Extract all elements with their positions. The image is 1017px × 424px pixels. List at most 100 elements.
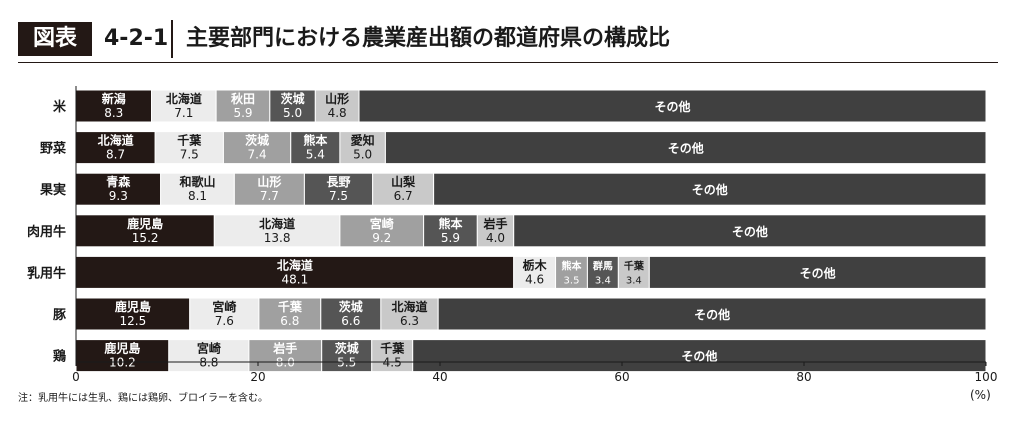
segment-name-label: 青森 <box>106 174 131 189</box>
chart-title: 主要部門における農業産出額の都道府県の構成比 <box>186 26 671 51</box>
bar-segment <box>412 339 987 373</box>
bar-segment <box>75 214 215 248</box>
segment-name-label: 熊本 <box>438 216 462 231</box>
bar-segment <box>213 214 341 248</box>
segment-name-label: 千葉 <box>177 133 202 148</box>
bar-segment <box>258 297 322 331</box>
segment-name-label: 茨城 <box>245 133 269 148</box>
segment-name-label: 茨城 <box>281 91 305 106</box>
segment-value-label: 3.4 <box>626 275 642 286</box>
bar-segment <box>321 339 373 373</box>
segment-name-label: 鹿児島 <box>115 299 151 314</box>
bar-segment <box>151 89 217 123</box>
segment-value-label: 7.7 <box>260 189 279 203</box>
segment-value-label: 4.6 <box>525 272 544 286</box>
segment-name-label: 北海道 <box>98 133 134 148</box>
segment-value-label: 6.6 <box>341 314 360 328</box>
segment-name-label: 新潟 <box>102 91 126 106</box>
bar-segment <box>384 131 987 165</box>
segment-name-label: 千葉 <box>624 259 645 272</box>
segment-name-label: 宮崎 <box>197 341 221 356</box>
bar-segment <box>648 255 987 289</box>
segment-value-label: 7.5 <box>180 148 199 162</box>
segment-name-label: 北海道 <box>277 257 313 272</box>
segment-value-label: 5.4 <box>306 148 325 162</box>
segment-value-label: 6.3 <box>400 314 419 328</box>
bar-segment <box>168 339 250 373</box>
segment-name-label: 宮崎 <box>370 216 394 231</box>
segment-value-label: 48.1 <box>281 272 308 286</box>
bar-segment <box>423 214 478 248</box>
segment-name-label: その他 <box>681 349 717 364</box>
segment-value-label: 13.8 <box>264 231 291 245</box>
segment-name-label: 岩手 <box>272 341 297 356</box>
bar-segment <box>154 131 224 165</box>
bar-segment <box>222 131 292 165</box>
bar-segment <box>476 214 515 248</box>
segment-name-label: 長野 <box>327 174 351 189</box>
header-separator <box>171 20 173 58</box>
x-tick-label: 20 <box>250 370 265 384</box>
segment-name-label: 熊本 <box>303 133 327 148</box>
category-label: 鶏 <box>53 349 66 365</box>
segment-value-label: 5.0 <box>353 148 372 162</box>
segment-value-label: 6.7 <box>394 189 413 203</box>
bar-segment <box>555 255 588 289</box>
segment-value-label: 4.0 <box>486 231 505 245</box>
segment-name-label: 北海道 <box>166 91 202 106</box>
segment-value-label: 10.2 <box>109 356 136 370</box>
category-label: 豚 <box>53 308 67 323</box>
segment-value-label: 5.9 <box>233 106 252 120</box>
segment-name-label: その他 <box>694 307 730 322</box>
segment-name-label: 茨城 <box>339 299 363 314</box>
bar-segment <box>513 255 557 289</box>
segment-value-label: 5.9 <box>441 231 460 245</box>
bar-segment <box>290 131 341 165</box>
segment-name-label: その他 <box>668 141 704 156</box>
x-tick-label: 80 <box>796 370 811 384</box>
segment-value-label: 8.8 <box>199 356 218 370</box>
segment-name-label: 鹿児島 <box>127 216 163 231</box>
segment-name-label: 岩手 <box>483 216 508 231</box>
segment-value-label: 4.8 <box>328 106 347 120</box>
x-tick-label: 60 <box>614 370 629 384</box>
segment-value-label: 3.4 <box>595 275 611 286</box>
segment-name-label: その他 <box>800 265 836 280</box>
bar-segment <box>75 89 153 123</box>
unit-label: (%) <box>970 388 991 402</box>
bar-segment <box>75 339 170 373</box>
segment-name-label: 熊本 <box>561 259 582 272</box>
category-label: 果実 <box>39 182 66 198</box>
bar-segment <box>380 297 439 331</box>
segment-value-label: 6.8 <box>280 314 299 328</box>
segment-value-label: 12.5 <box>120 314 147 328</box>
segment-name-label: 千葉 <box>278 299 303 314</box>
segment-value-label: 5.5 <box>337 356 356 370</box>
segment-value-label: 7.5 <box>329 189 348 203</box>
segment-name-label: 秋田 <box>231 91 255 106</box>
bar-segment <box>372 172 435 206</box>
segment-name-label: 群馬 <box>593 259 613 272</box>
header-rule <box>18 62 998 63</box>
category-label: 野菜 <box>40 141 66 157</box>
segment-name-label: その他 <box>654 99 690 114</box>
segment-name-label: 愛知 <box>351 133 375 148</box>
segment-name-label: 茨城 <box>335 341 359 356</box>
segment-value-label: 8.0 <box>276 356 295 370</box>
x-tick-label: 100 <box>975 370 998 384</box>
segment-value-label: 8.1 <box>188 189 207 203</box>
segment-value-label: 7.4 <box>248 148 267 162</box>
segment-value-label: 7.6 <box>215 314 234 328</box>
segment-value-label: 9.2 <box>372 231 391 245</box>
segment-name-label: その他 <box>692 182 728 197</box>
x-tick-label: 40 <box>432 370 447 384</box>
segment-name-label: 宮崎 <box>212 299 236 314</box>
bar-segment <box>586 255 619 289</box>
segment-name-label: 栃木 <box>523 257 548 272</box>
figure-badge: 図表 <box>18 22 92 56</box>
bar-segment <box>189 297 260 331</box>
bar-segment <box>358 89 987 123</box>
segment-value-label: 8.3 <box>104 106 123 120</box>
bar-segment <box>433 172 987 206</box>
